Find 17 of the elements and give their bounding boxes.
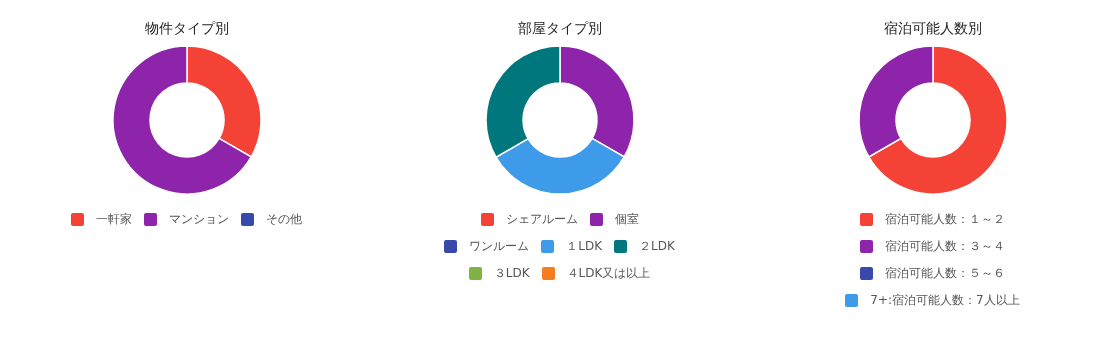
legend-label: マンション bbox=[169, 211, 229, 228]
legend-label: 個室 bbox=[614, 211, 639, 228]
legend-label: 宿泊可能人数：３～４ bbox=[885, 238, 1005, 255]
legend-label: 宿泊可能人数：１～２ bbox=[885, 211, 1005, 228]
legend-label: １LDK bbox=[566, 238, 602, 255]
chart-title: 物件タイプ別 bbox=[144, 20, 229, 38]
legend-label: 宿泊可能人数：５～６ bbox=[885, 265, 1005, 282]
chart-title: 部屋タイプ別 bbox=[517, 20, 602, 38]
legend-label: ワンルーム bbox=[469, 238, 530, 255]
legend-label: ２LDK bbox=[639, 238, 675, 255]
legend-label: ４LDK又は以上 bbox=[566, 265, 651, 282]
legend-label: その他 bbox=[266, 211, 302, 228]
legend-label: 一軒家 bbox=[96, 211, 132, 228]
legend-label: 7+:宿泊可能人数：7人以上 bbox=[870, 292, 1020, 309]
chart-title: 宿泊可能人数別 bbox=[883, 20, 982, 38]
legend-label: ３LDK bbox=[493, 265, 530, 282]
legend-label: シェアルーム bbox=[505, 211, 578, 228]
